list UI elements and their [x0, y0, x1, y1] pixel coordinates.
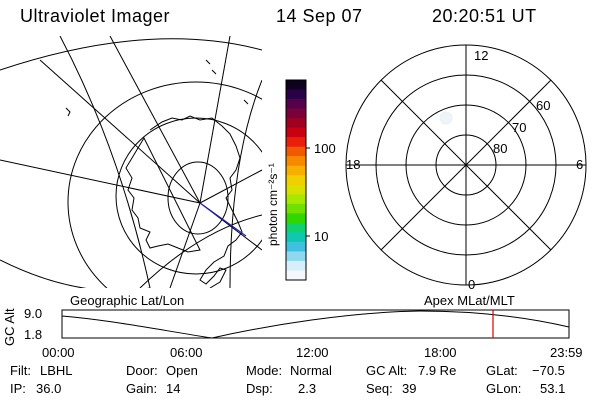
mlat-label-80: 80: [493, 141, 508, 156]
lon-line: [169, 202, 201, 288]
mode-value: Normal: [290, 363, 332, 378]
lat-arc: [0, 259, 150, 288]
geo-map: [0, 36, 262, 288]
colorbar-segment: [286, 127, 306, 138]
lon-arc: [229, 79, 262, 288]
island: [65, 107, 71, 117]
lon-line: [0, 159, 201, 204]
colorbar-segment: [286, 251, 306, 262]
colorbar-tick-100: 100: [314, 141, 336, 156]
orbit-ytick-high: 9.0: [24, 306, 43, 321]
glat-label: GLat:: [486, 363, 518, 378]
geo-map-label: Geographic Lat/Lon: [70, 293, 185, 308]
colorbar-segment: [286, 108, 306, 119]
orbit-plot: [61, 309, 570, 339]
colorbar: [285, 79, 310, 281]
track-line: [199, 202, 247, 237]
lon-line: [39, 59, 201, 204]
colorbar-segment: [286, 260, 306, 271]
door-value: Open: [166, 363, 198, 378]
island: [205, 59, 217, 75]
colorbar-frame: [285, 79, 307, 281]
colorbar-segment: [286, 89, 306, 100]
mlat-label-60: 60: [536, 98, 551, 113]
mlt-label-12: 12: [474, 48, 489, 63]
orbit-xtick: 06:00: [170, 345, 203, 360]
colorbar-segment: [286, 184, 306, 195]
gain-value: 14: [166, 381, 181, 396]
ip-label: IP:: [10, 381, 26, 396]
orbit-xtick: 18:00: [424, 345, 457, 360]
glat-value: −70.5: [532, 363, 565, 378]
filter-label: Filt:: [10, 363, 31, 378]
orbit-ylabel: GC Alt: [2, 308, 17, 346]
orbit-ytick-low: 1.8: [24, 327, 43, 342]
orbit-xtick: 00:00: [42, 345, 75, 360]
filter-value: LBHL: [40, 363, 73, 378]
colorbar-segment: [286, 156, 306, 167]
seq-value: 39: [402, 381, 417, 396]
lat-circle-outer: [67, 81, 262, 288]
orbit-xtick: 12:00: [296, 345, 329, 360]
mode-label: Mode:: [246, 363, 283, 378]
gc-alt-label: GC Alt:: [366, 363, 408, 378]
dsp-label: Dsp:: [246, 381, 273, 396]
lon-line: [199, 36, 231, 204]
glon-label: GLon:: [486, 381, 522, 396]
lat-circle-inner: [167, 161, 229, 235]
antarctica-coastline: [125, 115, 243, 288]
colorbar-tick-10: 10: [314, 229, 329, 244]
colorbar-segment: [286, 175, 306, 186]
colorbar-segment: [286, 99, 306, 110]
lon-line: [109, 36, 201, 204]
time-display: 20:20:51 UT: [432, 6, 537, 26]
polar-plot-label: Apex MLat/MLT: [424, 293, 515, 308]
colorbar-segment: [286, 222, 306, 233]
dsp-value: 2.3: [298, 381, 317, 396]
island: [243, 99, 249, 105]
mlt-label-6: 6: [576, 157, 584, 172]
colorbar-segment: [286, 165, 306, 176]
colorbar-segment: [286, 137, 306, 148]
colorbar-segment: [286, 194, 306, 205]
colorbar-segment: [286, 270, 306, 281]
mlat-label-70: 70: [512, 120, 527, 135]
orbit-xtick: 23:59: [550, 345, 583, 360]
app-title: Ultraviolet Imager: [20, 6, 171, 26]
lon-arc: [59, 36, 151, 288]
colorbar-segment: [286, 80, 306, 91]
mlt-label-18: 18: [346, 157, 361, 172]
door-label: Door:: [126, 363, 158, 378]
lat-arc: [139, 214, 262, 288]
colorbar-segment: [286, 213, 306, 224]
colorbar-segment: [286, 118, 306, 129]
gc-alt-value: 7.9 Re: [418, 363, 457, 378]
lat-arc: [0, 38, 262, 71]
glon-value: 53.1: [540, 381, 566, 396]
polar-plot: [345, 44, 587, 286]
colorbar-unit-label: photon cm⁻²s⁻¹: [266, 163, 280, 246]
date-display: 14 Sep 07: [276, 6, 363, 26]
orbit-altitude-curve: [61, 310, 570, 339]
mlt-label-0: 0: [468, 277, 476, 292]
seq-label: Seq:: [366, 381, 393, 396]
colorbar-segment: [286, 232, 306, 243]
colorbar-segment: [286, 241, 306, 252]
gain-label: Gain:: [126, 381, 158, 396]
ip-value: 36.0: [36, 381, 62, 396]
colorbar-segment: [286, 146, 306, 157]
colorbar-segment: [286, 203, 306, 214]
